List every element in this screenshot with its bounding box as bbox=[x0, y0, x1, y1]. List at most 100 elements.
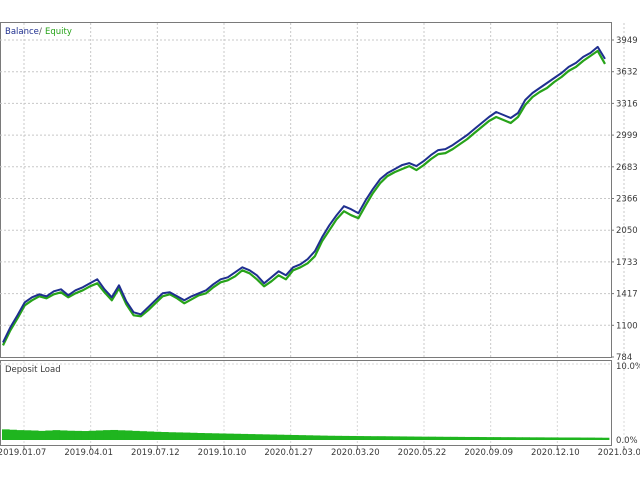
deposit-load-bar bbox=[160, 432, 169, 440]
deposit-load-bar bbox=[522, 437, 530, 440]
deposit-load-bar bbox=[262, 434, 270, 440]
deposit-load-bar bbox=[457, 436, 465, 440]
deposit-load-bar bbox=[16, 430, 25, 440]
deposit-load-bar bbox=[363, 436, 371, 440]
deposit-load-bar bbox=[536, 437, 545, 440]
deposit-load-bar bbox=[67, 430, 75, 440]
deposit-load-bar bbox=[421, 436, 429, 440]
deposit-load-bar bbox=[392, 436, 400, 440]
deposit-load-bar bbox=[348, 435, 357, 440]
deposit-load-bar bbox=[601, 437, 610, 440]
deposit-load-bar bbox=[95, 430, 104, 440]
deposit-load-bar bbox=[30, 430, 39, 440]
deposit-load-bar bbox=[110, 429, 119, 440]
deposit-load-bar bbox=[153, 431, 162, 440]
deposit-load-bar bbox=[139, 431, 147, 440]
y-tick-label: 784 bbox=[616, 353, 632, 363]
deposit-load-bar bbox=[38, 430, 46, 440]
deposit-load-bar bbox=[580, 437, 588, 440]
y-tick-label: 2366 bbox=[616, 195, 638, 205]
legend-separator: / bbox=[39, 27, 42, 37]
deposit-load-bar bbox=[269, 434, 277, 440]
main-panel-frame bbox=[0, 22, 612, 358]
x-tick-label: 2020.05.22 bbox=[398, 448, 447, 458]
deposit-load-bar bbox=[500, 437, 509, 440]
lower-y-tick-labels: 10.0% 0.0% bbox=[616, 362, 640, 446]
y-tick-label: 1100 bbox=[616, 321, 638, 331]
deposit-load-bar bbox=[254, 434, 263, 440]
deposit-load-bar bbox=[551, 437, 559, 440]
deposit-load-bar bbox=[334, 435, 343, 440]
deposit-load-title: Deposit Load bbox=[5, 365, 61, 375]
x-tick-label: 2021.03.03 bbox=[598, 448, 640, 458]
main-grid bbox=[0, 23, 625, 357]
balance-line bbox=[2, 45, 606, 343]
deposit-load-bar bbox=[572, 437, 581, 440]
deposit-load-bar bbox=[59, 430, 68, 440]
deposit-load-bar bbox=[204, 433, 212, 440]
x-tick-label: 2020.01.27 bbox=[264, 448, 313, 458]
legend-balance: Balance bbox=[5, 27, 39, 37]
deposit-load-bar bbox=[9, 429, 17, 440]
deposit-load-bar bbox=[233, 433, 241, 440]
y-tick-label: 1733 bbox=[616, 258, 638, 268]
y-tick-label: 1417 bbox=[616, 290, 638, 300]
y-tick-label: 3949 bbox=[616, 36, 638, 46]
deposit-load-bar bbox=[226, 433, 234, 440]
x-tick-label: 2020.03.20 bbox=[331, 448, 380, 458]
deposit-load-bar bbox=[247, 434, 256, 440]
deposit-load-bar bbox=[132, 430, 140, 440]
deposit-load-bar bbox=[558, 437, 567, 440]
deposit-load-bar bbox=[413, 436, 422, 440]
deposit-load-bar bbox=[442, 436, 451, 440]
deposit-load-bar bbox=[319, 435, 328, 440]
deposit-load-bar bbox=[507, 437, 516, 440]
y-tick-labels: 3949 3632 3316 2999 2683 2366 2050 1733 1417 1100… bbox=[611, 36, 638, 363]
deposit-load-bar bbox=[305, 435, 314, 440]
y-tick-label: 2683 bbox=[616, 163, 638, 173]
deposit-load-bar bbox=[189, 432, 198, 440]
x-tick-label: 2020.12.10 bbox=[531, 448, 580, 458]
deposit-load-bar bbox=[370, 436, 379, 440]
legend-equity: Equity bbox=[45, 27, 72, 37]
deposit-load-bar bbox=[276, 434, 285, 440]
deposit-load-bar bbox=[341, 435, 350, 440]
deposit-load-bar bbox=[478, 437, 487, 440]
deposit-load-bar bbox=[298, 435, 306, 440]
deposit-load-bar bbox=[377, 436, 386, 440]
deposit-load-bar bbox=[81, 431, 90, 440]
deposit-load-bar bbox=[218, 433, 227, 440]
x-tick-label: 2020.09.09 bbox=[464, 448, 513, 458]
deposit-load-bar bbox=[594, 437, 603, 440]
deposit-load-bar bbox=[587, 437, 595, 440]
x-tick-label: 2019.07.12 bbox=[131, 448, 180, 458]
deposit-load-bar bbox=[428, 436, 436, 440]
deposit-load-bar bbox=[23, 430, 32, 440]
deposit-load-bar bbox=[2, 429, 10, 440]
deposit-load-bar bbox=[117, 430, 126, 440]
x-tick-labels: 2019.01.07 2019.04.01 2019.07.12 2019.10.10… bbox=[0, 446, 640, 458]
deposit-load-bar bbox=[52, 430, 61, 440]
deposit-load-bar bbox=[450, 436, 458, 440]
deposit-load-bar bbox=[240, 433, 249, 440]
deposit-load-bars bbox=[2, 429, 610, 440]
x-tick-label: 2019.10.10 bbox=[198, 448, 247, 458]
deposit-load-bar bbox=[291, 434, 299, 440]
y-tick-label: 3632 bbox=[616, 68, 638, 78]
deposit-load-bar bbox=[406, 436, 415, 440]
lower-y-tick-label: 10.0% bbox=[616, 362, 640, 372]
deposit-load-bar bbox=[515, 437, 523, 440]
y-tick-label: 2999 bbox=[616, 131, 638, 141]
deposit-load-bar bbox=[543, 437, 552, 440]
deposit-load-bar bbox=[493, 437, 502, 440]
deposit-load-bar bbox=[384, 436, 393, 440]
lower-y-tick-label: 0.0% bbox=[616, 436, 638, 446]
deposit-load-bar bbox=[464, 436, 473, 440]
deposit-load-bar bbox=[399, 436, 408, 440]
deposit-load-bar bbox=[88, 430, 97, 440]
deposit-load-bar bbox=[45, 430, 53, 440]
deposit-load-bar bbox=[168, 432, 176, 440]
deposit-load-bar bbox=[124, 430, 133, 440]
deposit-load-bar bbox=[486, 437, 494, 440]
